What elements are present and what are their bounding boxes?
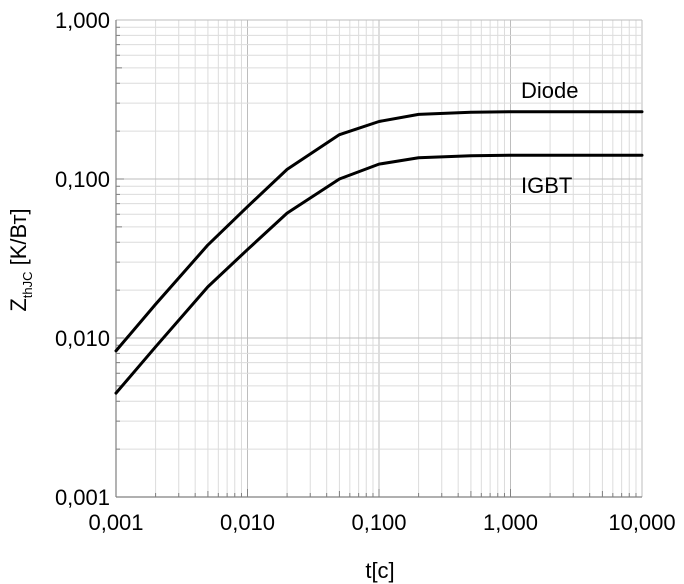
y-axis-label: ZthJC [K/Вт] [6,208,35,311]
x-tick-label: 0,100 [351,510,406,535]
ticks: 0,001 0,010 0,100 1,000 10,000 0,001 0,010 0,10… [55,8,676,535]
series-line-diode [114,110,644,353]
x-tick-label: 0,010 [220,510,275,535]
y-axis-label-main: Z [6,298,31,311]
x-tick-label: 0,001 [88,510,143,535]
series-line-igbt [114,153,644,395]
y-tick-label: 0,100 [55,167,110,192]
y-tick-label: 0,001 [55,485,110,510]
y-tick-label: 0,010 [55,326,110,351]
series [114,110,644,395]
x-axis-label: t[c] [365,558,394,583]
series-label-diode: Diode [521,78,578,103]
x-tick-label: 1,000 [483,510,538,535]
y-axis-label-unit: [K/Вт] [6,208,31,271]
y-tick-label: 1,000 [55,8,110,33]
series-label-igbt: IGBT [521,173,572,198]
x-tick-label: 10,000 [608,510,675,535]
y-axis-label-sub: thJC [20,271,35,298]
